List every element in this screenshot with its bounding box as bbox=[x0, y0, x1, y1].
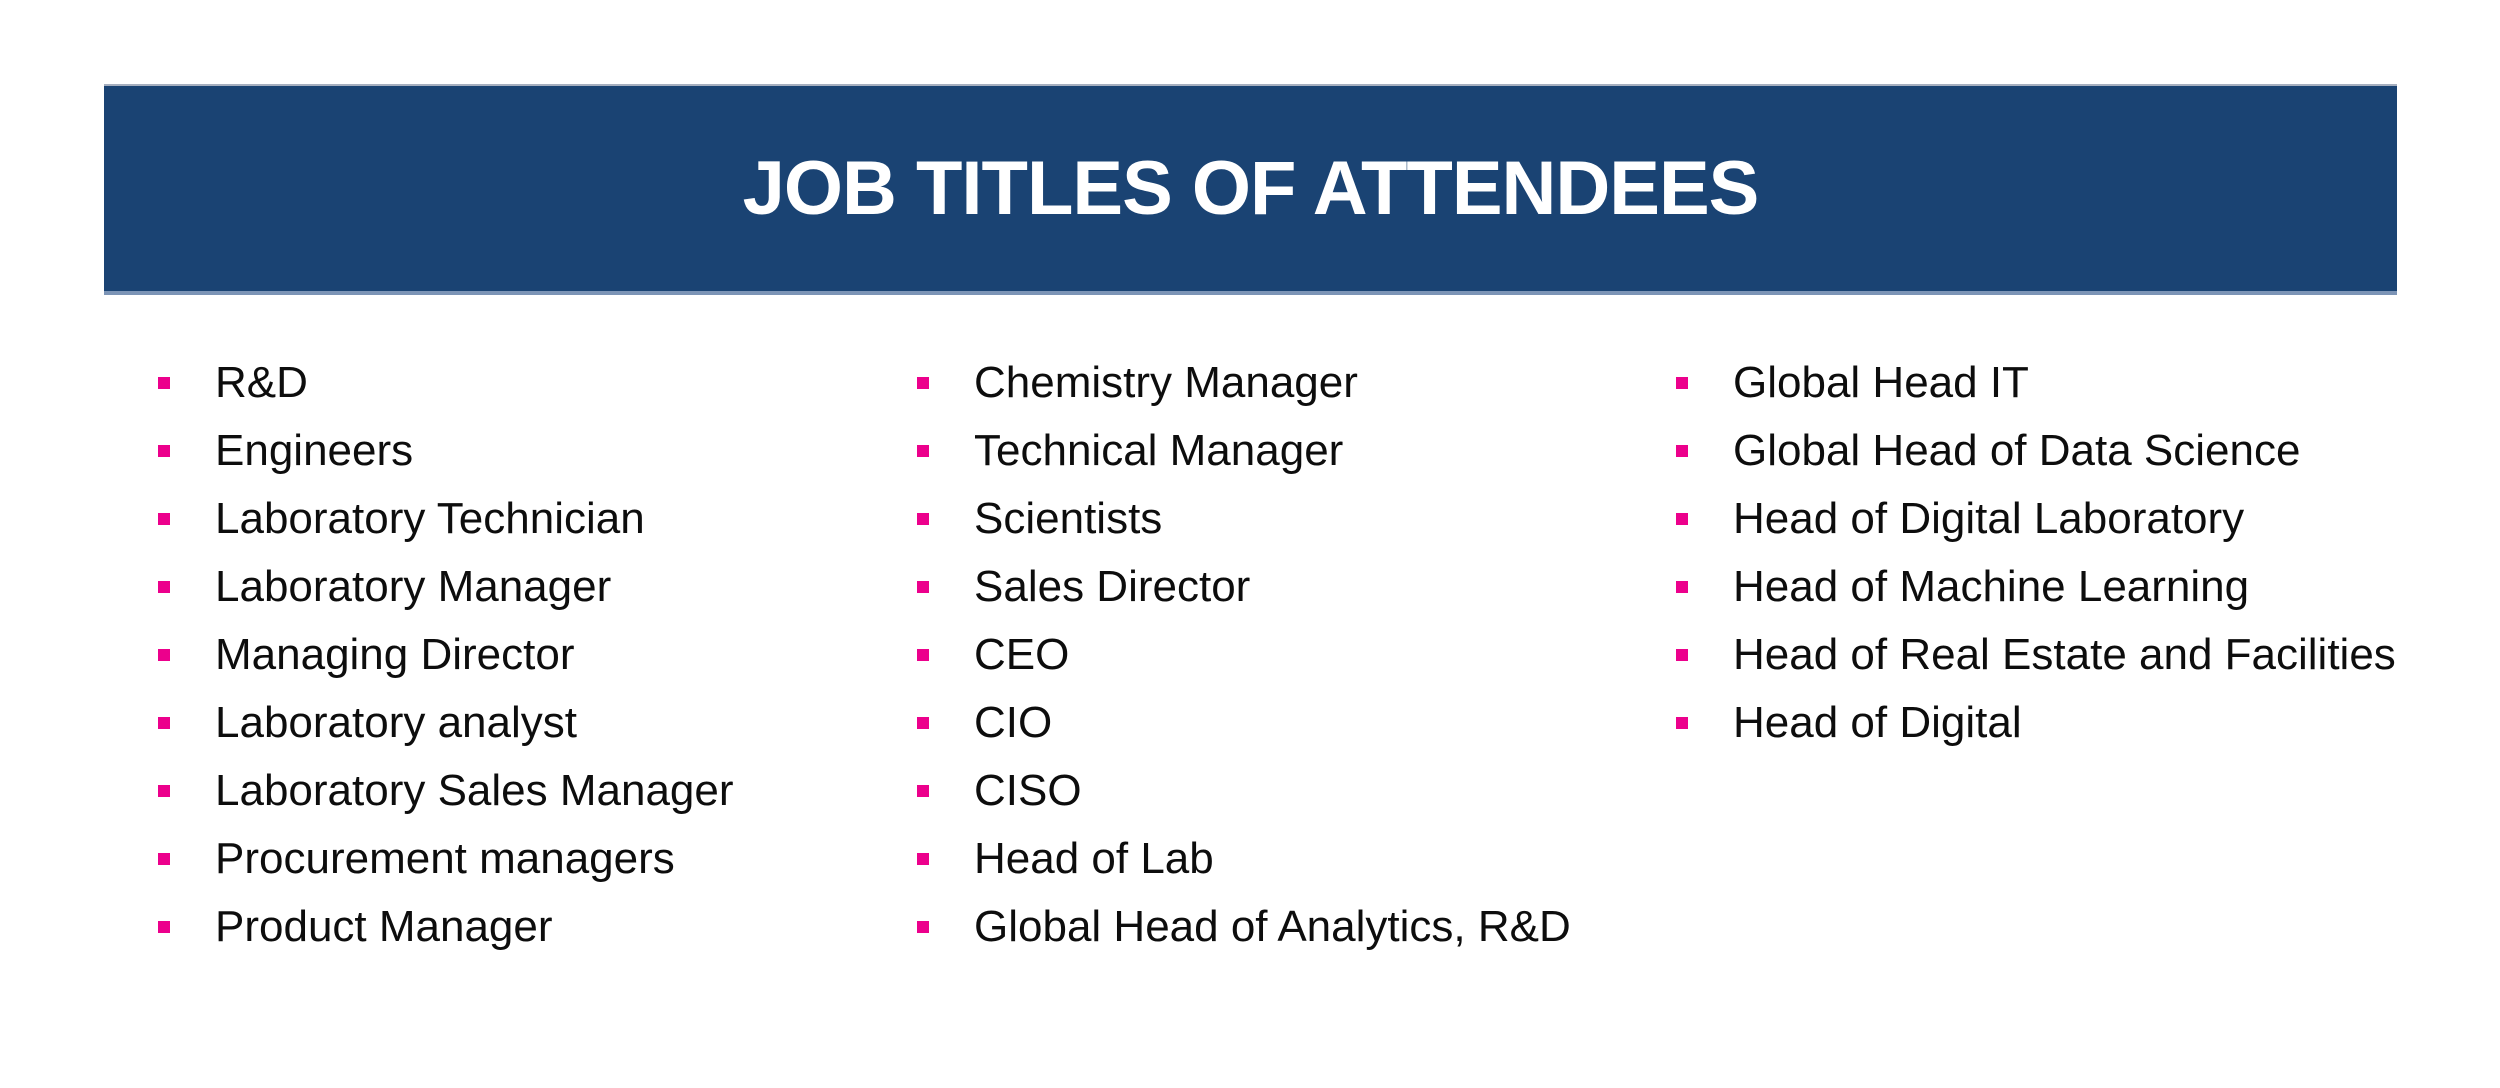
job-title-text: Sales Director bbox=[974, 562, 1251, 611]
job-title-text: Head of Digital bbox=[1733, 698, 2022, 747]
list-item: Head of Digital Laboratory bbox=[1676, 485, 2435, 553]
list-item: Global Head of Data Science bbox=[1676, 417, 2435, 485]
square-bullet-icon bbox=[917, 717, 929, 729]
job-title-text: CISO bbox=[974, 766, 1082, 815]
square-bullet-icon bbox=[158, 853, 170, 865]
square-bullet-icon bbox=[158, 717, 170, 729]
square-bullet-icon bbox=[917, 853, 929, 865]
square-bullet-icon bbox=[917, 581, 929, 593]
list-item: Sales Director bbox=[917, 553, 1676, 621]
square-bullet-icon bbox=[158, 445, 170, 457]
job-title-text: Technical Manager bbox=[974, 426, 1344, 475]
job-title-text: CIO bbox=[974, 698, 1053, 747]
list-item: Engineers bbox=[158, 417, 917, 485]
square-bullet-icon bbox=[917, 921, 929, 933]
square-bullet-icon bbox=[158, 581, 170, 593]
list-item: Head of Lab bbox=[917, 825, 1676, 893]
list-item: Head of Digital bbox=[1676, 689, 2435, 757]
square-bullet-icon bbox=[1676, 377, 1688, 389]
job-title-text: Global Head of Analytics, R&D bbox=[974, 902, 1571, 951]
list-item: R&D bbox=[158, 349, 917, 417]
job-title-text: Engineers bbox=[215, 426, 414, 475]
job-title-text: CEO bbox=[974, 630, 1070, 679]
job-title-text: Global Head IT bbox=[1733, 358, 2029, 407]
job-title-text: Head of Digital Laboratory bbox=[1733, 494, 2245, 543]
list-item: Laboratory Manager bbox=[158, 553, 917, 621]
job-title-text: Product Manager bbox=[215, 902, 553, 951]
square-bullet-icon bbox=[1676, 513, 1688, 525]
job-title-text: Head of Machine Learning bbox=[1733, 562, 2250, 611]
job-column: Global Head IT Global Head of Data Scienc… bbox=[1676, 349, 2435, 961]
job-title-text: Laboratory Sales Manager bbox=[215, 766, 734, 815]
job-titles-list: R&D Engineers Laboratory Technician Laborat… bbox=[158, 349, 2435, 961]
list-item: Scientists bbox=[917, 485, 1676, 553]
job-title-text: Chemistry Manager bbox=[974, 358, 1358, 407]
list-item: Head of Real Estate and Facilities bbox=[1676, 621, 2435, 689]
square-bullet-icon bbox=[1676, 445, 1688, 457]
job-title-text: R&D bbox=[215, 358, 308, 407]
square-bullet-icon bbox=[158, 921, 170, 933]
list-item: Laboratory Technician bbox=[158, 485, 917, 553]
square-bullet-icon bbox=[1676, 581, 1688, 593]
square-bullet-icon bbox=[158, 649, 170, 661]
square-bullet-icon bbox=[917, 377, 929, 389]
list-item: Global Head IT bbox=[1676, 349, 2435, 417]
square-bullet-icon bbox=[917, 513, 929, 525]
job-title-text: Global Head of Data Science bbox=[1733, 426, 2301, 475]
list-item: CEO bbox=[917, 621, 1676, 689]
list-item: Laboratory Sales Manager bbox=[158, 757, 917, 825]
list-item: Global Head of Analytics, R&D bbox=[917, 893, 1676, 961]
job-title-text: Head of Real Estate and Facilities bbox=[1733, 630, 2396, 679]
list-item: Chemistry Manager bbox=[917, 349, 1676, 417]
square-bullet-icon bbox=[158, 785, 170, 797]
job-title-text: Laboratory Technician bbox=[215, 494, 645, 543]
list-item: CISO bbox=[917, 757, 1676, 825]
square-bullet-icon bbox=[158, 377, 170, 389]
title-banner: JOB TITLES OF ATTENDEES bbox=[104, 84, 2397, 295]
list-item: Procurement managers bbox=[158, 825, 917, 893]
job-title-text: Head of Lab bbox=[974, 834, 1214, 883]
page-title: JOB TITLES OF ATTENDEES bbox=[742, 146, 1760, 231]
square-bullet-icon bbox=[1676, 649, 1688, 661]
job-title-text: Managing Director bbox=[215, 630, 575, 679]
job-title-text: Laboratory Manager bbox=[215, 562, 612, 611]
square-bullet-icon bbox=[1676, 717, 1688, 729]
square-bullet-icon bbox=[917, 445, 929, 457]
job-title-text: Procurement managers bbox=[215, 834, 675, 883]
job-title-text: Scientists bbox=[974, 494, 1163, 543]
job-column: R&D Engineers Laboratory Technician Laborat… bbox=[158, 349, 917, 961]
list-item: Laboratory analyst bbox=[158, 689, 917, 757]
square-bullet-icon bbox=[158, 513, 170, 525]
square-bullet-icon bbox=[917, 649, 929, 661]
list-item: Technical Manager bbox=[917, 417, 1676, 485]
list-item: Product Manager bbox=[158, 893, 917, 961]
list-item: CIO bbox=[917, 689, 1676, 757]
list-item: Head of Machine Learning bbox=[1676, 553, 2435, 621]
list-item: Managing Director bbox=[158, 621, 917, 689]
job-title-text: Laboratory analyst bbox=[215, 698, 577, 747]
job-column: Chemistry Manager Technical Manager Scient… bbox=[917, 349, 1676, 961]
square-bullet-icon bbox=[917, 785, 929, 797]
